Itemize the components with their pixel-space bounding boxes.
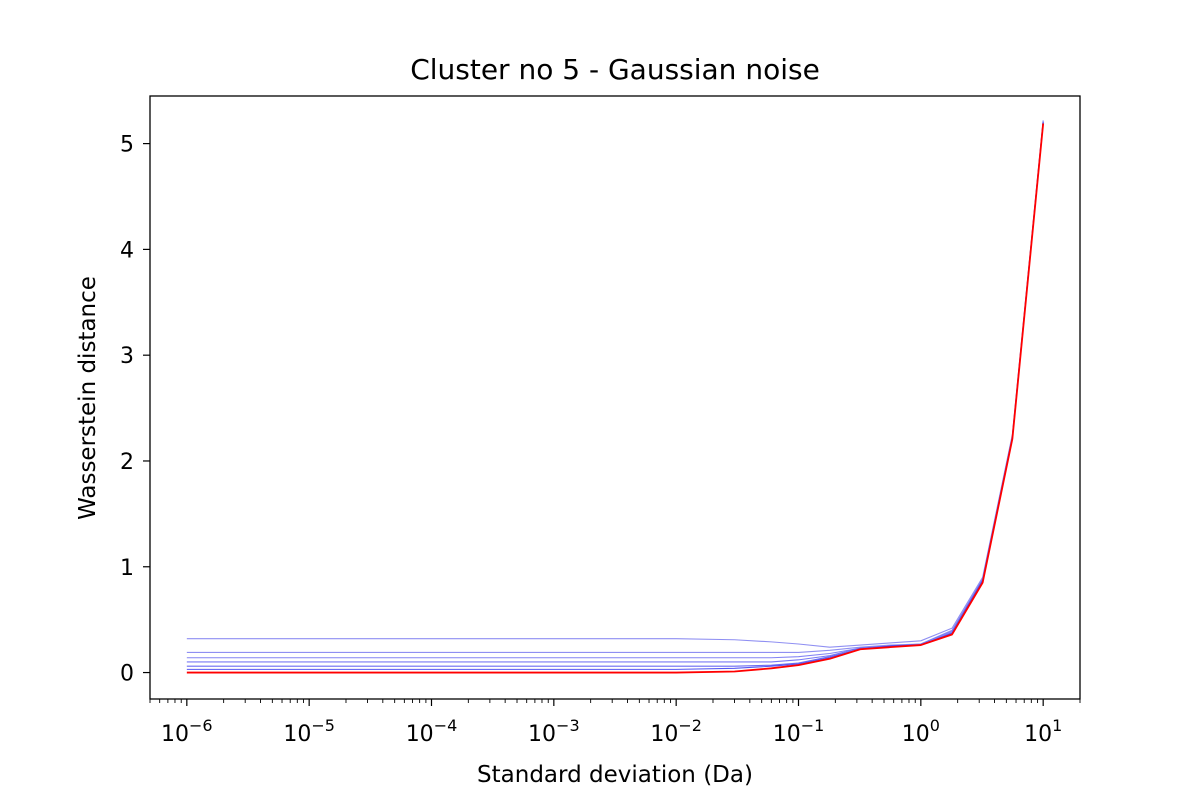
x-tick-label: 10−2: [650, 716, 702, 747]
series-line-5: [186, 122, 1044, 667]
x-tick-label: 100: [902, 716, 940, 747]
y-tick-label: 0: [120, 662, 134, 687]
y-tick-label: 2: [120, 450, 134, 475]
x-axis: 10−6 10−5 10−4 10−3 10−2 10−1 100 101: [149, 699, 1081, 747]
series-line-1: [186, 120, 1044, 648]
x-tick-label: 10−4: [406, 716, 458, 747]
x-tick-label: 10−5: [283, 716, 335, 747]
x-tick-label: 10−6: [161, 716, 213, 747]
x-axis-label: Standard deviation (Da): [477, 762, 753, 788]
y-tick-label: 1: [120, 556, 134, 581]
series-group: [186, 120, 1045, 674]
y-tick-label: 4: [120, 238, 134, 263]
y-tick-label: 5: [120, 133, 134, 158]
x-tick-label: 10−3: [528, 716, 580, 747]
series-line-3: [186, 121, 1044, 659]
y-axis-label: Wasserstein distance: [75, 276, 101, 520]
chart-title: Cluster no 5 - Gaussian noise: [410, 53, 820, 86]
y-tick-label: 3: [120, 344, 134, 369]
y-axis: 0 1 2 3 4 5: [120, 133, 150, 687]
series-line-7: [186, 123, 1045, 674]
series-line-6: [186, 122, 1044, 670]
series-line-4: [186, 122, 1044, 663]
plot-frame: [149, 95, 1081, 700]
series-line-2: [186, 121, 1044, 654]
x-tick-label: 101: [1024, 716, 1062, 747]
plot-area: [149, 95, 1081, 700]
x-tick-label: 10−1: [773, 716, 825, 747]
